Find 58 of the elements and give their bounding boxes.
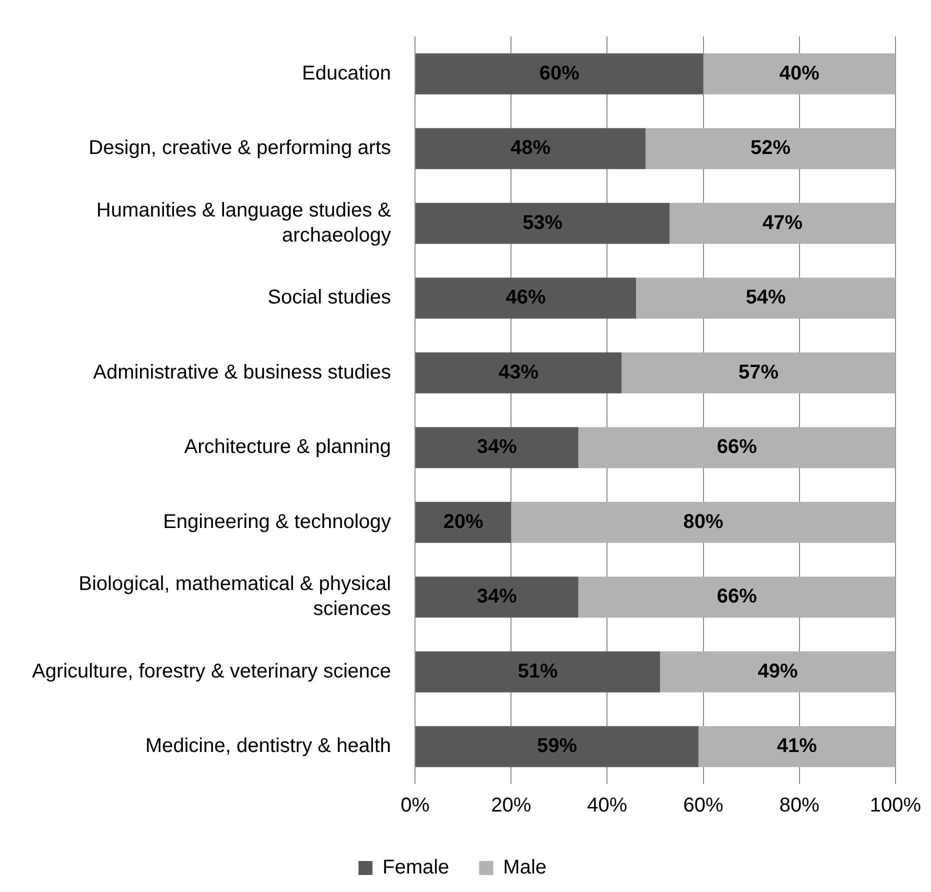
data-label: 80% bbox=[683, 510, 724, 533]
data-label: 66% bbox=[716, 436, 758, 458]
bar bbox=[578, 427, 896, 468]
bar bbox=[416, 128, 646, 170]
bar bbox=[670, 202, 896, 244]
data-label: 60% bbox=[539, 62, 580, 84]
bar bbox=[416, 651, 660, 692]
data-label: 51% bbox=[518, 660, 558, 682]
bar bbox=[416, 502, 512, 543]
data-label: 59% bbox=[536, 735, 578, 758]
bar bbox=[416, 53, 704, 94]
x-tick-label: 40% bbox=[587, 794, 628, 817]
x-tick-label: 20% bbox=[491, 794, 532, 817]
data-label: 49% bbox=[758, 660, 798, 682]
x-tick-label: 60% bbox=[683, 794, 724, 817]
legend-label: Female bbox=[382, 856, 450, 879]
data-label: 41% bbox=[776, 735, 818, 758]
data-label: 66% bbox=[716, 586, 758, 608]
bar bbox=[511, 502, 896, 543]
y-tick-label: Social studies bbox=[268, 286, 392, 309]
x-tick-label: 100% bbox=[870, 794, 922, 817]
data-label: 34% bbox=[476, 436, 518, 458]
y-tick-label: Design, creative & performing arts bbox=[88, 137, 392, 160]
bar bbox=[416, 352, 622, 394]
bar bbox=[660, 651, 896, 692]
bar bbox=[578, 576, 896, 618]
bar bbox=[416, 202, 670, 244]
bar bbox=[416, 726, 698, 768]
bar bbox=[622, 352, 896, 394]
y-tick-label: Administrative & business studies bbox=[93, 361, 392, 384]
data-label: 43% bbox=[498, 361, 539, 384]
data-label: 53% bbox=[522, 212, 563, 234]
x-tick-label: 80% bbox=[779, 794, 820, 817]
y-tick-label: Architecture & planning bbox=[184, 436, 392, 458]
legend-label: Male bbox=[503, 856, 547, 879]
bar bbox=[416, 576, 578, 618]
data-label: 48% bbox=[510, 137, 551, 160]
bar bbox=[636, 278, 896, 319]
data-label: 40% bbox=[779, 62, 820, 84]
y-tick-label: Humanities & language studies & archaeology bbox=[96, 199, 392, 246]
data-label: 47% bbox=[762, 212, 803, 234]
y-tick-label: Engineering & technology bbox=[163, 510, 392, 533]
bar bbox=[703, 53, 896, 94]
data-label: 52% bbox=[750, 137, 791, 160]
y-tick-label: Agriculture, forestry & veterinary science bbox=[32, 660, 392, 682]
x-tick-label: 0% bbox=[400, 794, 430, 817]
data-label: 57% bbox=[738, 361, 779, 384]
y-tick-label: Medicine, dentistry & health bbox=[145, 735, 392, 758]
bar bbox=[416, 278, 636, 319]
data-label: 34% bbox=[476, 586, 518, 608]
y-tick-label: Biological, mathematical & physical sciences bbox=[78, 573, 392, 620]
bar bbox=[646, 128, 896, 170]
y-tick-label: Education bbox=[302, 62, 392, 84]
data-label: 54% bbox=[746, 286, 786, 309]
bar bbox=[416, 427, 578, 468]
bar bbox=[698, 726, 896, 768]
data-label: 20% bbox=[443, 510, 484, 533]
data-label: 46% bbox=[506, 286, 546, 309]
